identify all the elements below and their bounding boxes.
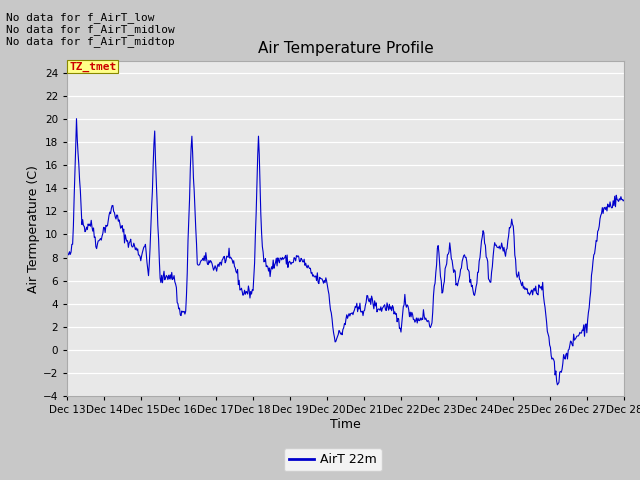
Legend: AirT 22m: AirT 22m bbox=[284, 448, 382, 471]
Y-axis label: Air Termperature (C): Air Termperature (C) bbox=[27, 165, 40, 293]
Text: TZ_tmet: TZ_tmet bbox=[69, 61, 116, 72]
X-axis label: Time: Time bbox=[330, 418, 361, 431]
Title: Air Temperature Profile: Air Temperature Profile bbox=[258, 41, 433, 56]
Text: No data for f_AirT_midtop: No data for f_AirT_midtop bbox=[6, 36, 175, 47]
Text: No data for f_AirT_low: No data for f_AirT_low bbox=[6, 12, 155, 23]
Text: No data for f_AirT_midlow: No data for f_AirT_midlow bbox=[6, 24, 175, 35]
